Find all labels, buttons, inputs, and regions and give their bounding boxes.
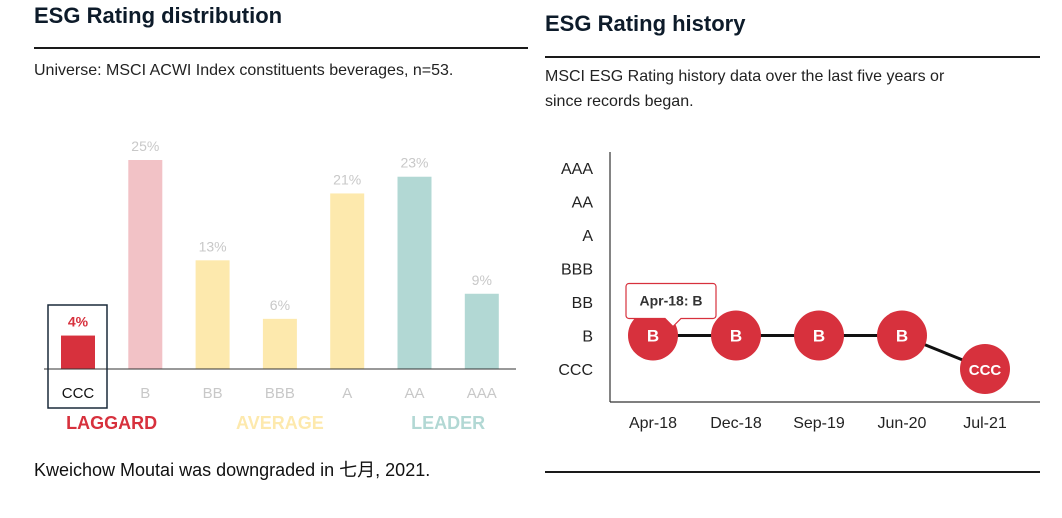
y-tick-bbb: BBB <box>561 262 593 279</box>
tooltip-text: Apr-18: B <box>639 293 702 309</box>
distribution-bar-chart: 4% CCC 25% B 13% BB 6% BBB 21% A 23% AA 9% AAA LAGGAR… <box>44 140 516 433</box>
x-tick-apr-18: Apr-18 <box>629 415 677 432</box>
group-label-leader: LEADER <box>411 413 485 433</box>
rating-node-label-jun-20: B <box>896 327 908 346</box>
bar-a <box>330 193 365 369</box>
bar-value-label-aa: 23% <box>400 155 428 171</box>
bar-bbb <box>262 318 297 369</box>
rating-node-apr-18[interactable] <box>628 310 678 361</box>
rating-node-label-jul-21: CCC <box>969 362 1002 379</box>
category-label-bb: BB <box>203 385 223 402</box>
x-tick-jun-20: Jun-20 <box>878 415 927 432</box>
bar-b <box>128 160 163 369</box>
bar-value-label-aaa: 9% <box>472 272 492 288</box>
distribution-title: ESG Rating distribution <box>34 3 283 28</box>
rating-history-panel: ESG Rating history MSCI ESG Rating histo… <box>540 0 1062 518</box>
rating-node-dec-18[interactable] <box>711 310 761 361</box>
distribution-subtitle: Universe: MSCI ACWI Index constituents b… <box>34 62 454 79</box>
rating-node-sep-19[interactable] <box>794 310 844 361</box>
bar-bb <box>195 260 230 369</box>
selected-rating-frame <box>47 304 108 409</box>
bar-value-label-a: 21% <box>333 171 361 187</box>
y-tick-a: A <box>582 228 593 245</box>
y-tick-aa: AA <box>572 195 594 212</box>
category-label-aa: AA <box>404 385 424 402</box>
category-label-aaa: AAA <box>467 385 497 402</box>
rating-node-jul-21[interactable] <box>960 344 1010 394</box>
rating-node-label-dec-18: B <box>730 327 742 346</box>
distribution-footer: Kweichow Moutai was downgraded in 七月, 20… <box>34 460 431 480</box>
category-label-bbb: BBB <box>265 385 295 402</box>
y-tick-b: B <box>582 329 593 346</box>
bar-value-label-bb: 13% <box>199 238 227 254</box>
bar-ccc <box>61 335 95 369</box>
y-tick-aaa: AAA <box>561 161 593 178</box>
history-title: ESG Rating history <box>545 11 746 36</box>
history-title-rule <box>545 56 1040 58</box>
x-tick-sep-19: Sep-19 <box>793 415 845 432</box>
tooltip-box <box>625 282 717 328</box>
rating-node-jun-20[interactable] <box>877 310 927 361</box>
rating-node-label-apr-18: B <box>647 327 659 346</box>
history-bottom-rule <box>545 471 1040 473</box>
rating-node-label-sep-19: B <box>813 327 825 346</box>
y-tick-ccc: CCC <box>558 362 593 379</box>
bar-value-label-ccc: 4% <box>68 314 89 330</box>
category-label-b: B <box>140 385 150 402</box>
rating-distribution-panel: ESG Rating distribution Universe: MSCI A… <box>34 3 528 480</box>
category-label-ccc: CCC <box>62 385 95 402</box>
group-label-laggard: LAGGARD <box>66 413 157 433</box>
category-label-a: A <box>342 385 352 402</box>
history-subtitle: MSCI ESG Rating history data over the la… <box>545 64 1045 114</box>
bar-value-label-b: 25% <box>131 140 159 154</box>
group-label-average: AVERAGE <box>236 413 324 433</box>
bar-aa <box>397 176 432 369</box>
bar-value-label-bbb: 6% <box>270 297 290 313</box>
x-tick-dec-18: Dec-18 <box>710 415 762 432</box>
y-tick-bb: BB <box>572 295 593 312</box>
bar-aaa <box>464 293 499 369</box>
distribution-title-rule <box>34 47 528 49</box>
x-tick-jul-21: Jul-21 <box>963 415 1007 432</box>
history-subtitle-line-1: MSCI ESG Rating history data over the la… <box>545 68 945 85</box>
history-subtitle-line-2: since records began. <box>545 93 694 110</box>
